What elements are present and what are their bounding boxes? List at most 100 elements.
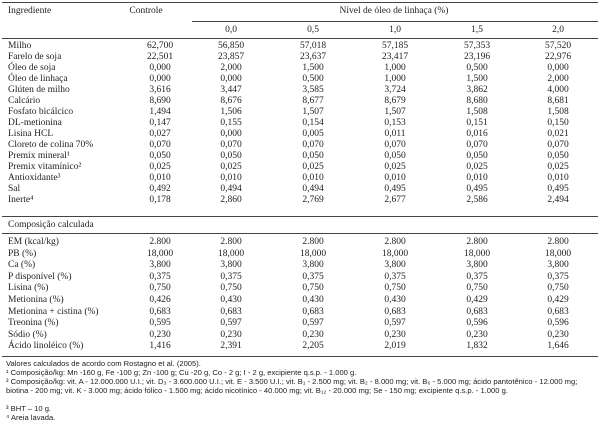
cell: 0,375 <box>220 271 242 282</box>
cell: 0,070 <box>149 140 171 150</box>
cell: 57,520 <box>544 41 572 51</box>
cell: 0,178 <box>149 195 171 205</box>
cell: 0,683 <box>547 306 569 317</box>
row-label: Milho <box>8 41 32 51</box>
cell: 3,447 <box>220 85 242 95</box>
row-label: Lisina HCL <box>8 129 54 139</box>
row-label: Ácido linoléico (%) <box>8 341 84 352</box>
row-label: Cloreto de colina 70% <box>8 140 94 150</box>
cell: 1,494 <box>149 107 171 117</box>
cell: 57,018 <box>299 41 327 51</box>
cell: 0,010 <box>220 173 242 183</box>
cell: 2,586 <box>466 195 488 205</box>
cell: 3,585 <box>302 85 324 95</box>
cell: 0,050 <box>466 151 488 161</box>
cell: 8,690 <box>149 96 171 106</box>
cell: 0,025 <box>466 162 488 172</box>
cell: 0,025 <box>302 162 324 172</box>
cell: 18,000 <box>217 248 245 259</box>
header-cell: 1,5 <box>471 25 483 35</box>
row-label: Inerte⁴ <box>8 195 34 205</box>
cell: 0,010 <box>149 173 171 183</box>
rule <box>2 233 598 234</box>
cell: 0,011 <box>384 129 406 139</box>
cell: 2,019 <box>384 341 406 352</box>
cell: 0,495 <box>466 184 488 194</box>
row-label: Metionina (%) <box>8 295 64 305</box>
cell: 0,027 <box>149 129 171 139</box>
cell: 0,025 <box>220 162 242 172</box>
cell: 0,375 <box>384 271 406 282</box>
cell: 57,185 <box>381 41 409 51</box>
cell: 0,750 <box>384 283 406 294</box>
cell: 0,429 <box>547 295 569 305</box>
row-label: Antioxidante³ <box>8 173 61 183</box>
row-label: P disponível (%) <box>8 271 72 282</box>
cell: 0,494 <box>302 184 324 194</box>
row-label: PB (%) <box>8 248 37 259</box>
cell: 2.800 <box>149 237 171 247</box>
cell: 3,800 <box>547 260 569 271</box>
cell: 0,500 <box>302 74 324 84</box>
row-label: Premix vitamínico² <box>8 162 82 172</box>
rule <box>2 38 598 39</box>
cell: 2,677 <box>384 195 406 205</box>
cell: 0,426 <box>149 295 171 305</box>
cell: 1,416 <box>149 341 171 352</box>
cell: 2.800 <box>220 237 242 247</box>
cell: 3,800 <box>466 260 488 271</box>
cell: 0,596 <box>466 318 488 329</box>
cell: 2,000 <box>220 63 242 73</box>
cell: 0,010 <box>302 173 324 183</box>
cell: 1,506 <box>220 107 242 117</box>
cell: 2.800 <box>302 237 324 247</box>
rule <box>2 216 598 217</box>
cell: 2,769 <box>302 195 324 205</box>
cell: 1,508 <box>466 107 488 117</box>
cell: 0,151 <box>466 118 488 128</box>
footnote: ³ BHT – 10 g. <box>6 404 52 413</box>
cell: 1,646 <box>547 341 569 352</box>
cell: 1,500 <box>466 74 488 84</box>
cell: 0,494 <box>220 184 242 194</box>
cell: 0,154 <box>302 118 324 128</box>
cell: 18,000 <box>146 248 174 259</box>
cell: 2,391 <box>220 341 242 352</box>
row-label: Glúten de milho <box>8 85 70 95</box>
cell: 0,025 <box>547 162 569 172</box>
cell: 18,000 <box>381 248 409 259</box>
cell: 0,430 <box>384 295 406 305</box>
cell: 0,230 <box>547 329 569 340</box>
row-label: Ca (%) <box>8 260 36 271</box>
cell: 0,375 <box>466 271 488 282</box>
cell: 0,050 <box>149 151 171 161</box>
cell: 0,495 <box>547 184 569 194</box>
cell: 0,230 <box>302 329 324 340</box>
cell: 0,750 <box>302 283 324 294</box>
row-label: Óleo de soja <box>8 63 56 73</box>
cell: 22,976 <box>544 52 572 62</box>
cell: 23,417 <box>381 52 409 62</box>
cell: 0,000 <box>220 74 242 84</box>
cell: 0,000 <box>149 74 171 84</box>
cell: 0,016 <box>466 129 488 139</box>
cell: 3,862 <box>466 85 488 95</box>
cell: 2,494 <box>547 195 569 205</box>
cell: 1,832 <box>466 341 488 352</box>
cell: 2.800 <box>384 237 406 247</box>
cell: 0,070 <box>547 140 569 150</box>
header-cell: 0,0 <box>225 25 237 35</box>
cell: 8,680 <box>466 96 488 106</box>
row-label: Lisina (%) <box>8 283 49 294</box>
cell: 1,507 <box>302 107 324 117</box>
cell: 0,596 <box>547 318 569 329</box>
cell: 0,070 <box>384 140 406 150</box>
cell: 57,353 <box>463 41 491 51</box>
cell: 2.800 <box>466 237 488 247</box>
cell: 0,230 <box>149 329 171 340</box>
cell: 2,205 <box>302 341 324 352</box>
row-label: Farelo de soja <box>8 52 62 62</box>
row-label: Premix mineral¹ <box>8 151 70 161</box>
cell: 62,700 <box>146 41 174 51</box>
